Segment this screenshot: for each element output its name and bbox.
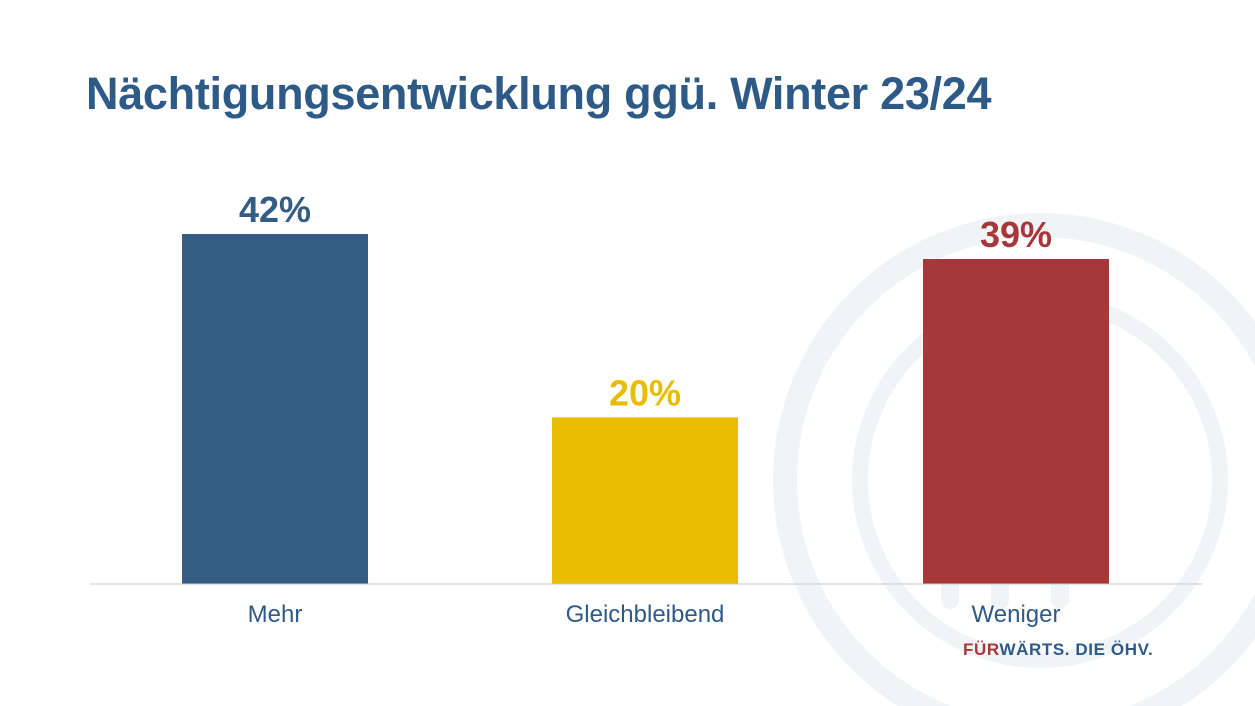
value-label-weniger: 39%	[980, 214, 1052, 255]
bar-gleichbleibend	[552, 417, 738, 584]
bar-mehr	[182, 234, 368, 584]
slide-title: Nächtigungsentwicklung ggü. Winter 23/24	[86, 68, 992, 119]
category-label-mehr: Mehr	[248, 601, 303, 628]
bar-weniger	[923, 259, 1109, 584]
value-label-gleichbleibend: 20%	[609, 372, 681, 413]
category-label-gleichbleibend: Gleichbleibend	[566, 601, 725, 628]
category-label-weniger: Weniger	[972, 601, 1061, 628]
slogan: FÜRWÄRTS. DIE ÖHV.	[963, 640, 1153, 660]
slogan-part-fuer: FÜR	[963, 640, 1000, 659]
slogan-part-rest: WÄRTS. DIE ÖHV.	[999, 640, 1154, 659]
value-label-mehr: 42%	[239, 189, 311, 230]
